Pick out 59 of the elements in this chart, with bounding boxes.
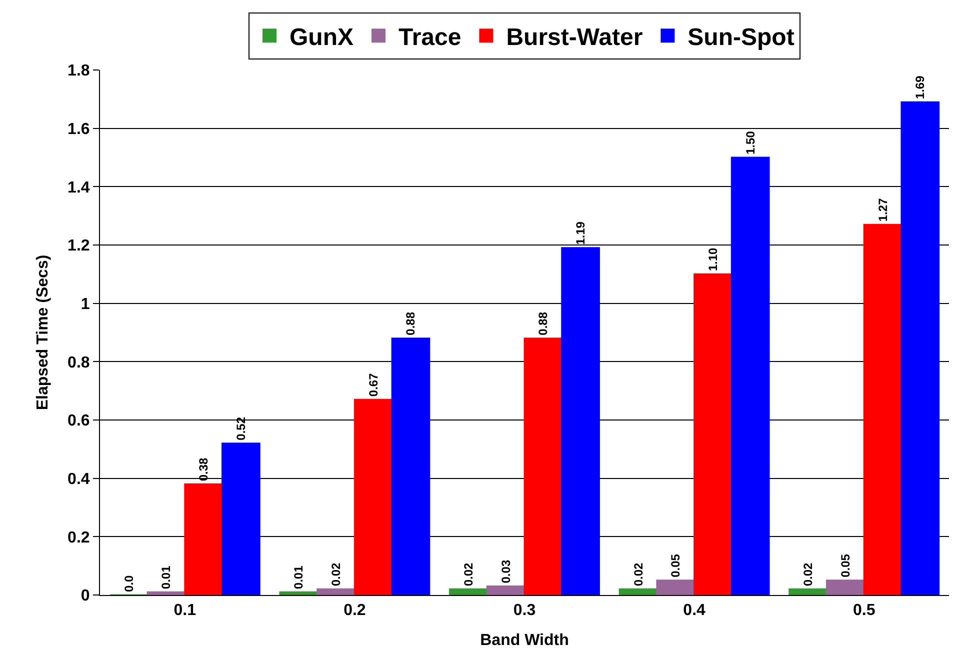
y-axis-title: Elapsed Time (Secs)	[34, 254, 52, 410]
y-tick-label: 1.4	[68, 179, 90, 196]
bar	[391, 338, 430, 595]
data-label: 0.05	[838, 554, 852, 578]
bar	[900, 101, 940, 595]
x-tick-label: 0.5	[852, 602, 876, 620]
bar	[863, 224, 902, 595]
data-label: 0.88	[404, 312, 418, 336]
bar	[826, 580, 865, 595]
y-tick-label: 0.2	[68, 529, 90, 546]
y-tick-label: 0.4	[68, 470, 90, 488]
bar	[146, 591, 186, 595]
bar	[524, 338, 563, 595]
legend-label: Trace	[398, 24, 462, 51]
data-label: 0.02	[631, 562, 646, 586]
y-tick-label: 1.6	[68, 120, 90, 138]
bar	[788, 588, 828, 595]
data-label: 0.38	[196, 457, 211, 482]
bar	[656, 580, 696, 595]
x-tick-label: 0.1	[174, 602, 196, 620]
bar	[354, 398, 393, 595]
bar	[730, 156, 770, 595]
y-tick-label: 1.8	[68, 62, 90, 80]
data-label: 1.27	[876, 198, 890, 222]
y-tick-label: 1	[80, 296, 90, 313]
bar	[561, 247, 600, 595]
bar	[184, 483, 224, 595]
bar	[486, 586, 526, 595]
bar	[222, 442, 260, 595]
data-label: 0.01	[292, 565, 306, 590]
bar	[279, 591, 318, 595]
data-label: 0.88	[536, 312, 550, 336]
x-tick-label: 0.2	[344, 602, 366, 620]
data-label: 0.02	[461, 562, 476, 586]
legend-label: Sun-Spot	[688, 24, 794, 51]
legend-label: Burst-Water	[506, 24, 643, 51]
bar	[316, 588, 356, 595]
data-label: 0.67	[366, 372, 380, 397]
y-tick-label: 1.2	[68, 238, 90, 255]
x-tick-label: 0.4	[683, 602, 706, 620]
y-tick-label: 0.8	[68, 354, 90, 372]
data-label: 1.19	[574, 221, 588, 245]
data-label: 0.03	[498, 560, 513, 584]
data-label: 0.01	[159, 565, 174, 590]
y-tick-label: 0	[80, 588, 90, 605]
legend-label: GunX	[290, 24, 354, 51]
data-label: 0.02	[329, 562, 344, 586]
data-label: 1.10	[706, 247, 720, 272]
data-label: 0.05	[668, 554, 683, 578]
data-label: 0.0	[122, 574, 136, 592]
bar	[618, 588, 658, 595]
data-label: 0.02	[801, 562, 816, 586]
x-tick-label: 0.3	[513, 602, 536, 620]
data-label: 1.50	[743, 130, 758, 154]
y-tick-label: 0.6	[68, 412, 90, 430]
x-axis-title: Band Width	[480, 632, 569, 649]
bar	[449, 588, 488, 595]
data-label: 1.69	[913, 75, 928, 100]
bar	[694, 273, 732, 595]
